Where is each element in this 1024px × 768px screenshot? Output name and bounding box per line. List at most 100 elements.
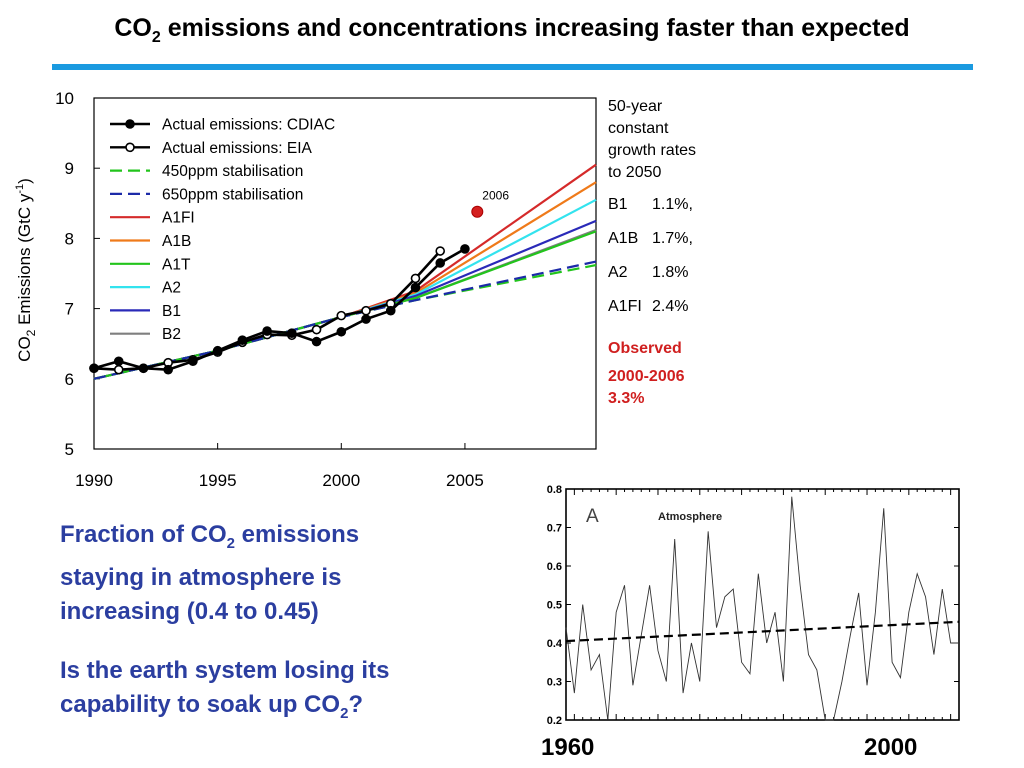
data-point: [138, 363, 149, 374]
annotation-point: [471, 205, 484, 218]
caption-line: capability to soak up CO2?: [60, 688, 389, 731]
emissions-chart-series: 2006: [89, 163, 597, 380]
panel-label: A: [586, 506, 599, 527]
airborne-fraction-line: [565, 496, 959, 721]
legend-marker: [125, 119, 135, 129]
trend-line: [565, 620, 960, 643]
caption-subscript: 2: [226, 534, 236, 552]
annotation-label: 2006: [482, 189, 509, 203]
caption-text: ?: [348, 691, 364, 718]
growth-rate-row: A1B 1.7%,: [608, 228, 696, 262]
data-point: [410, 282, 421, 293]
sink-question-caption: Is the earth system losing its capabilit…: [60, 654, 389, 731]
data-point: [212, 345, 223, 356]
y-tick-label: 0.3: [547, 677, 562, 689]
legend-label: B1: [162, 303, 181, 320]
airborne-fraction-caption: Fraction of CO2 emissions staying in atm…: [60, 518, 359, 629]
emissions-chart-legend: Actual emissions: CDIAC Actual emissions:…: [110, 117, 335, 343]
data-point: [89, 363, 99, 374]
caption-text: Fraction of CO: [60, 521, 227, 548]
scenario-name: B1: [608, 196, 628, 213]
legend-label: A2: [162, 280, 181, 297]
data-point: [361, 314, 371, 324]
data-point: [287, 328, 297, 338]
y-tick-label: 0.5: [547, 600, 562, 612]
emissions-chart: 5 6 7 8 9 10 1990 1995 2000 2005 2006 Actual emis…: [14, 89, 597, 490]
growth-rate-heading: 50-year constant growth rates to 2050: [608, 98, 697, 181]
airborne-fraction-chart: 0.2 0.3 0.4 0.5 0.6 0.7 0.8 A Atmosphere: [547, 484, 960, 727]
scenario-name: A1FI: [608, 298, 642, 315]
legend-label: 450ppm stabilisation: [162, 163, 303, 180]
slide-title: CO2 emissions and concentrations increas…: [0, 14, 1024, 47]
year-label-end: 2000: [864, 734, 918, 761]
title-divider: [52, 64, 973, 70]
legend-marker: [125, 142, 135, 153]
x-tick-label: 1990: [75, 471, 113, 490]
data-point: [113, 364, 124, 375]
scenario-name: A1B: [608, 230, 639, 247]
data-point: [237, 335, 248, 345]
y-tick-label: 6: [65, 370, 74, 389]
data-point: [410, 273, 421, 284]
observed-rate-block: Observed 2000-2006 3.3%: [608, 338, 696, 410]
data-point: [188, 356, 198, 367]
title-rest: emissions and concentrations increasing …: [160, 14, 910, 42]
airborne-chart-axes: 0.2 0.3 0.4 0.5 0.6 0.7 0.8: [547, 484, 960, 727]
legend-label: Actual emissions: EIA: [162, 140, 313, 157]
y-tick-label: 7: [65, 300, 74, 319]
caption-line: increasing (0.4 to 0.45): [60, 597, 319, 625]
y-tick-label: 0.6: [547, 561, 562, 573]
scenario-rate: 1.7%,: [652, 230, 693, 247]
growth-rate-notes: 50-year constant growth rates to 2050 B1…: [608, 96, 696, 416]
data-point: [113, 356, 124, 367]
airborne-chart-series: [565, 496, 960, 721]
data-point: [361, 305, 371, 316]
emissions-y-axis-label: CO2 Emissions (GtC y-1): [14, 178, 38, 362]
data-point: [262, 326, 272, 336]
caption-line: staying in atmosphere is: [60, 563, 342, 591]
scenario-rate: 2.4%: [652, 298, 689, 315]
data-point: [460, 244, 470, 254]
data-point: [385, 305, 396, 316]
growth-rate-row: B1 1.1%,: [608, 194, 696, 228]
x-tick-label: 2000: [322, 471, 360, 490]
airborne-chart-title: Atmosphere: [658, 511, 722, 523]
growth-rate-table: B1 1.1%, A1B 1.7%, A2 1.8% A1FI 2.4%: [608, 194, 696, 330]
caption-line: Is the earth system losing its: [60, 657, 390, 684]
plot-frame: [565, 488, 960, 721]
data-point: [435, 246, 446, 256]
year-label-start: 1960: [541, 734, 595, 761]
legend-label: Actual emissions: CDIAC: [162, 117, 335, 134]
y-tick-label: 0.4: [547, 638, 563, 650]
series-line: [93, 247, 466, 371]
legend-label: B2: [162, 326, 181, 343]
title-subscript: 2: [151, 29, 161, 46]
legend-label: A1FI: [162, 210, 195, 227]
observed-rate: 3.3%: [608, 390, 645, 407]
x-tick-label: 1995: [199, 471, 237, 490]
scenario-name: A2: [608, 264, 628, 281]
y-tick-label: 5: [65, 440, 74, 459]
growth-rate-row: A1FI 2.4%: [608, 296, 696, 330]
data-point: [435, 258, 446, 268]
title-prefix: CO: [114, 14, 152, 42]
legend-label: 650ppm stabilisation: [162, 186, 303, 203]
x-tick-label: 2005: [446, 471, 484, 490]
caption-text: capability to soak up CO: [60, 691, 341, 718]
growth-rate-row: A2 1.8%: [608, 262, 696, 296]
emissions-chart-axes: 5 6 7 8 9 10 1990 1995 2000 2005: [55, 89, 597, 490]
observed-period: 2000-2006: [608, 368, 685, 385]
legend-label: A1T: [162, 256, 191, 273]
plot-frame: [93, 97, 597, 450]
caption-subscript: 2: [340, 704, 349, 722]
y-tick-label: 0.2: [547, 715, 562, 727]
data-point: [311, 324, 322, 335]
y-tick-label: 0.7: [547, 523, 562, 535]
y-tick-label: 9: [65, 159, 74, 178]
legend-label: A1B: [162, 233, 191, 250]
scenario-rate: 1.1%,: [652, 196, 693, 213]
data-point: [163, 364, 173, 375]
data-point: [336, 310, 347, 321]
scenario-rate: 1.8%: [652, 264, 689, 281]
y-tick-label: 0.8: [547, 484, 562, 496]
